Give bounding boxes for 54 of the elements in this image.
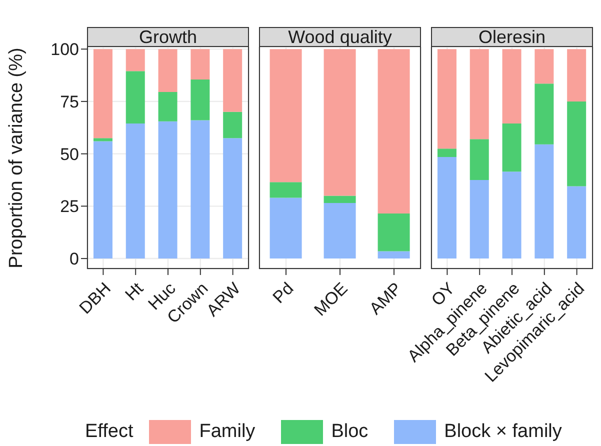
legend-label: Bloc bbox=[331, 421, 368, 443]
bar bbox=[567, 49, 586, 102]
bar bbox=[502, 49, 522, 124]
bar bbox=[126, 71, 145, 124]
bar bbox=[190, 49, 210, 80]
bar bbox=[93, 141, 112, 259]
chart-title: Wood quality bbox=[259, 27, 421, 47]
bar bbox=[270, 198, 302, 259]
x-tick-label: Pd bbox=[269, 278, 298, 308]
bar bbox=[126, 49, 145, 72]
bar bbox=[534, 84, 554, 144]
chart-title: Growth bbox=[87, 27, 249, 47]
bar bbox=[470, 139, 489, 180]
bar bbox=[270, 182, 302, 198]
y-tick-label: 50 bbox=[60, 144, 79, 164]
bar bbox=[126, 123, 145, 259]
x-tick-label: Ht bbox=[121, 278, 148, 304]
bar bbox=[378, 251, 410, 259]
legend-label: Block × family bbox=[444, 421, 562, 443]
bar bbox=[324, 49, 356, 196]
bar bbox=[324, 196, 356, 204]
bar bbox=[437, 156, 456, 259]
bar bbox=[223, 138, 242, 259]
bar bbox=[93, 49, 112, 138]
y-tick-label: 75 bbox=[60, 92, 79, 112]
bar bbox=[378, 214, 410, 252]
bar bbox=[158, 121, 178, 259]
bar bbox=[270, 49, 302, 182]
bar bbox=[158, 92, 178, 122]
y-tick-label: 0 bbox=[70, 250, 79, 269]
bar bbox=[437, 49, 456, 149]
y-tick-label: 100 bbox=[50, 40, 79, 60]
bar bbox=[567, 186, 586, 259]
bar bbox=[223, 112, 242, 138]
bar bbox=[534, 144, 554, 259]
bar bbox=[470, 180, 489, 259]
chart-title: Oleresin bbox=[431, 27, 593, 47]
bar bbox=[378, 49, 410, 214]
bar bbox=[437, 148, 456, 157]
bar bbox=[324, 203, 356, 259]
bar bbox=[534, 49, 554, 84]
bar bbox=[502, 172, 522, 259]
bar bbox=[190, 79, 210, 120]
bar bbox=[470, 49, 489, 140]
bar bbox=[158, 49, 178, 92]
bar bbox=[502, 123, 522, 172]
legend-title: Effect bbox=[85, 421, 134, 443]
y-axis-title: Proportion of variance (%) bbox=[5, 46, 28, 270]
y-tick-label: 25 bbox=[60, 197, 79, 216]
bar bbox=[93, 138, 112, 142]
bar bbox=[190, 120, 210, 259]
bar bbox=[567, 101, 586, 186]
legend-label: Family bbox=[199, 421, 256, 443]
bar bbox=[223, 49, 242, 112]
